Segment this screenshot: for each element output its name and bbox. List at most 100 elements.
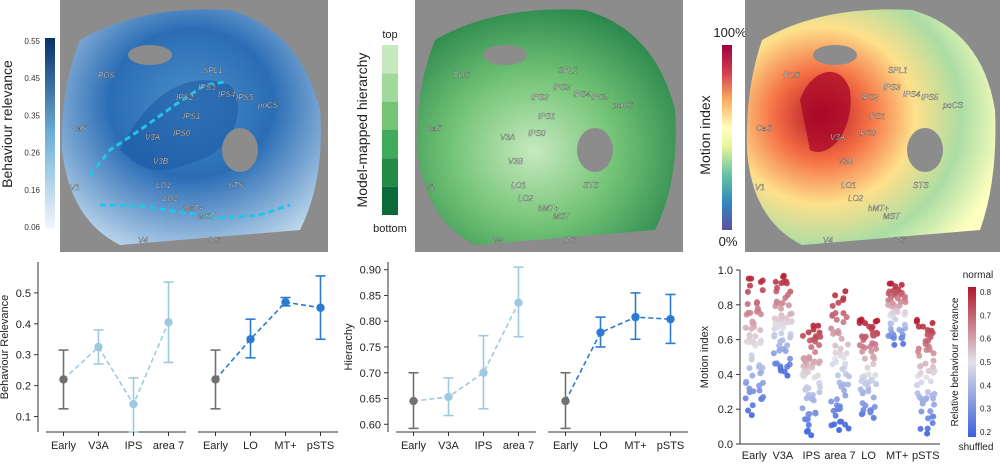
scatter-point (817, 333, 824, 340)
roi-label: SPL1 (888, 66, 908, 75)
colorbar-tick-label: 0.3 (980, 405, 992, 414)
scatter-point (870, 361, 877, 368)
scatter-point (835, 328, 842, 335)
scatter-point (920, 323, 927, 330)
chart-behaviour-relevance: Behaviour Relevance 0.1 0.2 0.3 0.4 0.5 Early V… (0, 262, 338, 452)
scatter-point (748, 356, 755, 363)
chart-motion-index: Motion index 0.0 0.2 0.4 0.6 0.8 1.0 Early V3A IP… (699, 265, 993, 462)
scatter-point (756, 382, 763, 389)
colorbar-top-label-b: top (382, 29, 397, 41)
colorbar-step (382, 45, 398, 74)
scatter-point (832, 412, 839, 419)
scatter-point (858, 333, 865, 340)
scatter-point (930, 369, 937, 376)
scatter-point (780, 319, 787, 326)
roi-label: ITS (208, 236, 221, 245)
scatter-point (924, 389, 931, 396)
colorbar-tick-label: 0.4 (980, 381, 992, 390)
scatter-point (805, 329, 812, 336)
roi-label: IPS5 (591, 93, 609, 102)
y-tick-label: 0.0 (718, 439, 733, 451)
y-tick-label: 1.0 (718, 265, 733, 277)
roi-label: IPS1 (183, 112, 200, 121)
scatter-point (859, 348, 866, 355)
scatter-point (840, 319, 847, 326)
brain-maps-row: Behaviour relevance 0.55 0.45 0.35 0.26 0.16… (0, 0, 1000, 252)
scatter-point (771, 331, 778, 338)
scatter-point (748, 412, 755, 419)
scatter-point (812, 333, 819, 340)
scatter-point (898, 281, 905, 288)
y-axis-label: Motion index (699, 325, 711, 388)
flatmap-b (416, 9, 676, 245)
scatter-point (857, 386, 864, 393)
scatter-point (775, 316, 782, 323)
colorbar-step (382, 73, 398, 102)
x-tick-label: area 7 (824, 450, 855, 462)
scatter-point (836, 405, 843, 412)
colorbar-tick-label: 0.7 (980, 311, 992, 320)
scatter-point (757, 327, 764, 334)
roi-label: LO2 (163, 194, 179, 203)
data-point (666, 314, 675, 324)
x-tick-label: Early (203, 440, 229, 452)
scatter-point (870, 354, 877, 361)
scatter-point (856, 317, 863, 324)
roi-label: V3A (500, 133, 515, 142)
scatter-point (931, 401, 938, 408)
scatter-point (802, 357, 809, 364)
scatter-point (810, 322, 817, 329)
scatter-point (917, 425, 924, 432)
scatter-point (918, 408, 925, 415)
roi-label: hMT+ (868, 204, 889, 213)
scatter-point (805, 385, 812, 392)
scatter-point (915, 323, 922, 330)
scatter-point (927, 408, 934, 415)
x-tick-label: Early (742, 450, 768, 462)
scatter-point (864, 364, 871, 371)
scatter-point (889, 300, 896, 307)
x-tick-label: pSTS (657, 440, 685, 452)
scatter-point (930, 395, 937, 402)
y-axis-label: Hierarchy (343, 323, 355, 371)
series-line (214, 301, 321, 380)
scatter-point (927, 378, 934, 385)
y-tick-label: 0.4 (16, 319, 31, 331)
scatter-point (780, 324, 787, 331)
colorbar-relative-behaviour (968, 287, 976, 437)
roi-label: CaS (71, 124, 87, 133)
scatter-point (830, 407, 837, 414)
roi-label: LO2 (518, 194, 534, 203)
scatter-point (888, 280, 895, 287)
y-tick-label: 0.80 (360, 316, 381, 328)
data-point (631, 312, 640, 322)
scatter-point (816, 342, 823, 349)
scatter-point (808, 432, 815, 439)
roi-label: IPS5 (236, 93, 254, 102)
scatter-point (885, 290, 892, 297)
scatter-point (811, 374, 818, 381)
scatter-point (917, 369, 924, 376)
scatter-point (842, 360, 849, 367)
x-tick-label: V3A (772, 450, 793, 462)
scatter-point (742, 395, 749, 402)
scatter-point (838, 418, 845, 425)
roi-label: V4 (823, 236, 833, 245)
scatter-point (803, 395, 810, 402)
roi-label: V3A (830, 133, 845, 142)
scatter-point (784, 291, 791, 298)
scatter-point (811, 358, 818, 365)
scatter-point (870, 414, 877, 421)
scatter-point (760, 393, 767, 400)
colorbar-bottom-label-b: bottom (373, 223, 407, 235)
scatter-point (930, 413, 937, 420)
scatter-point (865, 371, 872, 378)
scatter-point (771, 325, 778, 332)
scatter-point (772, 278, 779, 285)
colorbar-tick-label: 0.45 (24, 74, 40, 83)
colorbar-label-a: Behaviour relevance (0, 60, 15, 188)
roi-label: V3B (838, 157, 854, 166)
scatter-point (843, 350, 850, 357)
scatter-point (773, 298, 780, 305)
colorbar-tick-label: 0.8 (980, 288, 992, 297)
